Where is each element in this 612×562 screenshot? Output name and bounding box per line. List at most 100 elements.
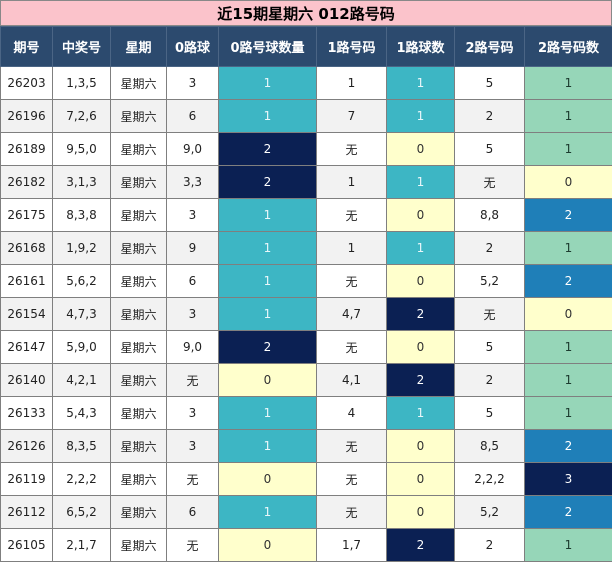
cell-route0-count: 1 [219,496,317,529]
cell-issue: 26175 [1,199,53,232]
results-table: 期号 中奖号 星期 0路球 0路号球数量 1路号码 1路球数 2路号码 2路号码… [0,26,612,562]
cell-route1-count: 2 [387,529,455,562]
cell-weekday: 星期六 [111,430,167,463]
cell-route1-count: 1 [387,397,455,430]
cell-route1-numbers: 7 [317,100,387,133]
cell-route2-count: 2 [525,430,612,463]
cell-route1-numbers: 4,7 [317,298,387,331]
cell-issue: 26126 [1,430,53,463]
cell-weekday: 星期六 [111,298,167,331]
cell-route2-numbers: 2 [455,364,525,397]
cell-route2-numbers: 8,5 [455,430,525,463]
cell-route0-count: 1 [219,298,317,331]
cell-weekday: 星期六 [111,397,167,430]
header-route1-numbers: 1路号码 [317,27,387,67]
cell-weekday: 星期六 [111,496,167,529]
cell-weekday: 星期六 [111,100,167,133]
table-title: 近15期星期六 012路号码 [0,0,612,26]
cell-route2-numbers: 5,2 [455,265,525,298]
cell-route1-numbers: 无 [317,430,387,463]
cell-winning-numbers: 4,7,3 [53,298,111,331]
cell-winning-numbers: 2,2,2 [53,463,111,496]
cell-route2-count: 0 [525,298,612,331]
cell-route2-count: 1 [525,331,612,364]
header-row: 期号 中奖号 星期 0路球 0路号球数量 1路号码 1路球数 2路号码 2路号码… [1,27,612,67]
cell-weekday: 星期六 [111,529,167,562]
cell-weekday: 星期六 [111,265,167,298]
cell-issue: 26161 [1,265,53,298]
cell-route0-count: 2 [219,133,317,166]
cell-route2-numbers: 5 [455,133,525,166]
cell-route0-count: 1 [219,430,317,463]
cell-route1-numbers: 4 [317,397,387,430]
cell-route1-count: 0 [387,133,455,166]
cell-route0-balls: 9,0 [167,331,219,364]
cell-route2-numbers: 无 [455,298,525,331]
cell-route0-balls: 3 [167,67,219,100]
cell-route0-balls: 6 [167,496,219,529]
header-numbers: 中奖号 [53,27,111,67]
cell-route1-count: 0 [387,463,455,496]
cell-route2-count: 1 [525,133,612,166]
cell-route2-count: 1 [525,100,612,133]
cell-issue: 26189 [1,133,53,166]
cell-route2-numbers: 2,2,2 [455,463,525,496]
cell-issue: 26154 [1,298,53,331]
cell-route1-count: 2 [387,298,455,331]
cell-route2-count: 2 [525,265,612,298]
header-route2-numbers: 2路号码 [455,27,525,67]
cell-route1-count: 0 [387,430,455,463]
cell-route0-count: 0 [219,463,317,496]
cell-route1-numbers: 1 [317,232,387,265]
header-route2-count: 2路号码数 [525,27,612,67]
cell-route2-count: 1 [525,364,612,397]
cell-winning-numbers: 6,5,2 [53,496,111,529]
cell-route1-count: 0 [387,331,455,364]
header-weekday: 星期 [111,27,167,67]
cell-winning-numbers: 3,1,3 [53,166,111,199]
cell-route1-numbers: 1 [317,166,387,199]
cell-route2-numbers: 8,8 [455,199,525,232]
cell-route0-count: 1 [219,199,317,232]
cell-route0-balls: 6 [167,100,219,133]
cell-route2-count: 2 [525,496,612,529]
cell-route0-count: 2 [219,331,317,364]
cell-issue: 26203 [1,67,53,100]
cell-route2-count: 0 [525,166,612,199]
cell-route0-balls: 无 [167,529,219,562]
cell-issue: 26196 [1,100,53,133]
cell-route0-count: 1 [219,397,317,430]
cell-weekday: 星期六 [111,199,167,232]
cell-route1-numbers: 无 [317,496,387,529]
cell-route0-count: 1 [219,265,317,298]
cell-route0-balls: 3,3 [167,166,219,199]
cell-winning-numbers: 9,5,0 [53,133,111,166]
cell-route1-numbers: 无 [317,265,387,298]
cell-route2-numbers: 2 [455,232,525,265]
cell-route0-count: 2 [219,166,317,199]
cell-route0-balls: 3 [167,430,219,463]
cell-route0-balls: 6 [167,265,219,298]
cell-route2-count: 1 [525,397,612,430]
cell-route1-count: 1 [387,67,455,100]
cell-route2-numbers: 5 [455,67,525,100]
cell-issue: 26168 [1,232,53,265]
cell-route2-numbers: 2 [455,529,525,562]
cell-weekday: 星期六 [111,166,167,199]
header-route1-count: 1路球数 [387,27,455,67]
cell-winning-numbers: 8,3,8 [53,199,111,232]
cell-route1-numbers: 1,7 [317,529,387,562]
